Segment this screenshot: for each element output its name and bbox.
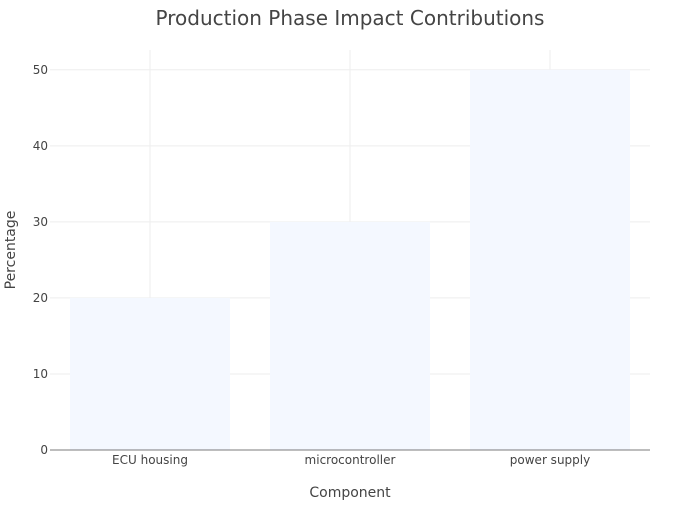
y-tick-label: 30	[33, 215, 48, 229]
x-tick-label: ECU housing	[112, 453, 188, 467]
bar-ecu-housing[interactable]	[70, 297, 230, 450]
bars	[70, 69, 630, 451]
y-axis-title: Percentage	[3, 211, 19, 290]
y-tick-label: 50	[33, 63, 48, 77]
y-tick-labels: 0 10 20 30 40 50	[33, 63, 48, 457]
x-tick-label: power supply	[510, 453, 590, 467]
bar-power-supply[interactable]	[470, 69, 630, 451]
y-tick-label: 20	[33, 291, 48, 305]
y-tick-label: 10	[33, 367, 48, 381]
bar-microcontroller[interactable]	[270, 221, 430, 450]
x-tick-label: microcontroller	[305, 453, 396, 467]
x-tick-labels: ECU housing microcontroller power supply	[112, 453, 590, 467]
y-tick-label: 40	[33, 139, 48, 153]
chart-title: Production Phase Impact Contributions	[156, 6, 545, 30]
x-axis-title: Component	[309, 485, 391, 500]
y-tick-label: 0	[40, 443, 48, 457]
